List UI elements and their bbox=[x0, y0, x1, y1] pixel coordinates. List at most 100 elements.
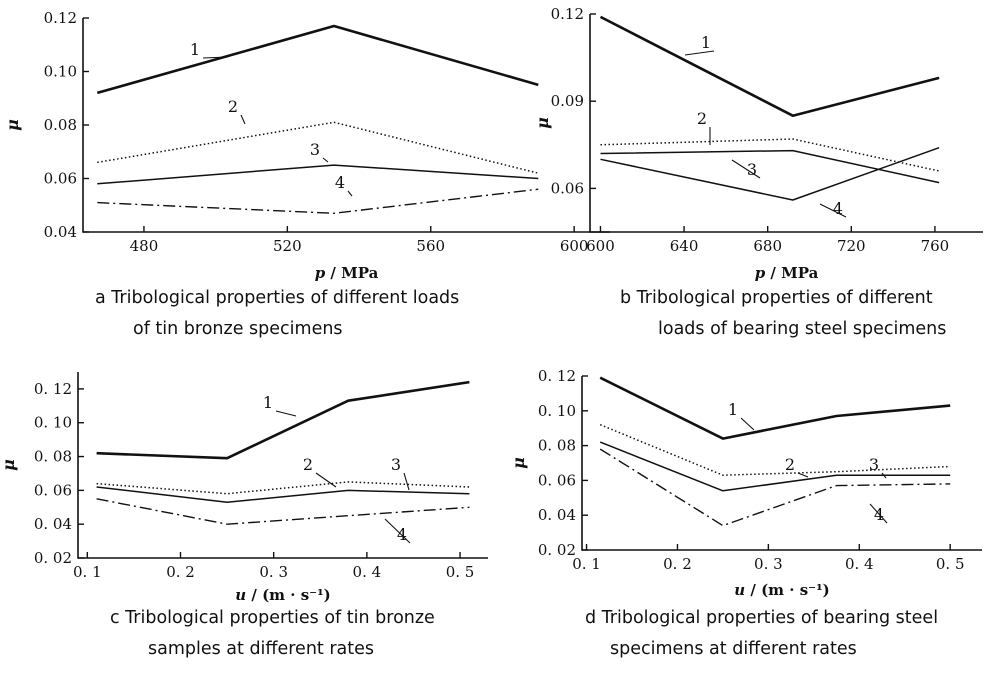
series-2-leader bbox=[315, 472, 337, 488]
series-3-label: 3 bbox=[310, 140, 320, 159]
x-axis-unit: / (m · s⁻¹) bbox=[745, 581, 830, 599]
series-3-leader bbox=[731, 159, 761, 179]
series-2-line bbox=[96, 481, 470, 495]
x-axis-label: p / MPa bbox=[755, 264, 819, 282]
y-tick-label: 0. 06 bbox=[34, 481, 72, 499]
x-tick-label: 0. 3 bbox=[754, 555, 783, 573]
series-4-line bbox=[96, 498, 470, 525]
series-4-label: 4 bbox=[397, 525, 407, 544]
y-tick-label: 0.04 bbox=[44, 223, 77, 241]
series-1-leader bbox=[684, 50, 715, 56]
series-4-line bbox=[599, 448, 951, 527]
series-3-leader bbox=[881, 472, 887, 479]
x-tick-label: 760 bbox=[921, 237, 950, 255]
caption-c: c Tribological properties of tin bronze … bbox=[110, 603, 435, 665]
x-axis-label: p / MPa bbox=[315, 264, 379, 282]
series-4-label: 4 bbox=[335, 173, 345, 192]
caption-d: d Tribological properties of bearing ste… bbox=[585, 603, 938, 665]
x-tick-label: 0. 4 bbox=[845, 555, 874, 573]
series-1-line bbox=[96, 380, 470, 460]
x-tick-label: 600 bbox=[560, 237, 589, 255]
series-4-leader bbox=[869, 503, 888, 524]
series-2-label: 2 bbox=[303, 455, 313, 474]
chart-panel-c: 0. 02 0. 04 0. 06 0. 08 0. 10 0. 12 0. 1 0. 2 0.… bbox=[0, 372, 488, 604]
y-axis-label: μ bbox=[3, 119, 22, 131]
series-2-line bbox=[97, 121, 539, 174]
y-tick-label: 0. 06 bbox=[538, 471, 576, 489]
y-tick-label: 0.12 bbox=[44, 9, 77, 27]
caption-a: a Tribological properties of different l… bbox=[95, 283, 459, 345]
series-2-line bbox=[600, 138, 940, 172]
caption-d-line-1: d Tribological properties of bearing ste… bbox=[585, 608, 939, 628]
y-tick-label: 0. 04 bbox=[34, 515, 72, 533]
x-axis-label: u / (m · s⁻¹) bbox=[235, 586, 331, 604]
series-1-label: 1 bbox=[190, 40, 200, 59]
x-axis-variable: u bbox=[235, 586, 246, 604]
x-tick-label: 0. 3 bbox=[259, 563, 288, 581]
series-3-leader bbox=[403, 472, 410, 491]
caption-b: b Tribological properties of different l… bbox=[620, 283, 946, 345]
y-axis-label: μ bbox=[0, 459, 18, 471]
series-3-leader bbox=[322, 157, 329, 163]
x-axis-unit: / (m · s⁻¹) bbox=[246, 586, 331, 604]
x-tick-label: 0. 5 bbox=[936, 555, 965, 573]
y-tick-label: 0.09 bbox=[551, 92, 584, 110]
series-3-label: 3 bbox=[391, 455, 401, 474]
series-2-label: 2 bbox=[228, 97, 238, 116]
series-1-line bbox=[96, 24, 539, 95]
series-2-leader bbox=[797, 472, 809, 478]
y-tick-label: 0. 10 bbox=[34, 414, 72, 432]
y-tick-label: 0.06 bbox=[44, 170, 77, 188]
x-axis-variable: p bbox=[315, 264, 326, 282]
caption-d-line-2: specimens at different rates bbox=[610, 639, 857, 659]
caption-c-line-2: samples at different rates bbox=[148, 639, 375, 659]
caption-a-line-2: of tin bronze specimens bbox=[133, 319, 343, 339]
y-tick-label: 0. 02 bbox=[538, 541, 576, 559]
x-tick-label: 0. 1 bbox=[572, 555, 601, 573]
axis-frame bbox=[77, 372, 488, 559]
y-axis-label: μ bbox=[509, 457, 528, 469]
series-3-label: 3 bbox=[747, 160, 757, 179]
x-tick-label: 560 bbox=[416, 237, 445, 255]
caption-a-line-1: a Tribological properties of different l… bbox=[95, 288, 460, 308]
series-3-line bbox=[96, 486, 470, 503]
series-3-line bbox=[600, 149, 940, 184]
y-tick-label: 0.12 bbox=[551, 5, 584, 23]
chart-panel-b: 0.06 0.09 0.12 600 640 680 720 760 μ p / MPa 1 2 3 4 bbox=[533, 5, 983, 282]
x-tick-label: 0. 4 bbox=[353, 563, 382, 581]
y-tick-label: 0. 02 bbox=[34, 549, 72, 567]
caption-c-line-1: c Tribological properties of tin bronze bbox=[110, 608, 435, 628]
caption-b-line-1: b Tribological properties of different bbox=[620, 288, 933, 308]
series-2-line bbox=[599, 424, 951, 476]
series-3-line bbox=[97, 164, 539, 185]
series-2-label: 2 bbox=[697, 109, 707, 128]
y-tick-label: 0. 12 bbox=[34, 380, 72, 398]
series-1-leader bbox=[275, 410, 297, 417]
x-tick-label: 0. 1 bbox=[73, 563, 102, 581]
chart-panel-d: 0. 02 0. 04 0. 06 0. 08 0. 10 0. 12 0. 1 0. 2 0.… bbox=[509, 367, 982, 599]
x-tick-label: 0. 2 bbox=[663, 555, 692, 573]
series-1-leader bbox=[740, 417, 755, 431]
series-1-label: 1 bbox=[263, 393, 273, 412]
y-tick-label: 0. 08 bbox=[34, 448, 72, 466]
series-4-label: 4 bbox=[874, 505, 884, 524]
series-2-leader bbox=[240, 114, 246, 125]
x-axis-label: u / (m · s⁻¹) bbox=[734, 581, 830, 599]
series-1-label: 1 bbox=[728, 400, 738, 419]
series-3-line bbox=[599, 441, 951, 492]
chart-panel-a: 0.04 0.06 0.08 0.10 0.12 480 520 560 600 μ p / MPa… bbox=[3, 9, 610, 282]
series-4-leader bbox=[347, 190, 353, 197]
series-1-leader bbox=[202, 56, 229, 59]
x-tick-label: 520 bbox=[273, 237, 302, 255]
series-1-line bbox=[599, 376, 951, 440]
y-tick-label: 0. 10 bbox=[538, 402, 576, 420]
y-tick-label: 0. 04 bbox=[538, 506, 576, 524]
series-4-leader bbox=[819, 203, 847, 218]
y-tick-label: 0. 12 bbox=[538, 367, 576, 385]
y-tick-label: 0. 08 bbox=[538, 437, 576, 455]
x-tick-label: 480 bbox=[130, 237, 159, 255]
x-axis-variable: p bbox=[755, 264, 766, 282]
x-axis-unit: / MPa bbox=[325, 264, 378, 282]
x-axis-unit: / MPa bbox=[765, 264, 818, 282]
